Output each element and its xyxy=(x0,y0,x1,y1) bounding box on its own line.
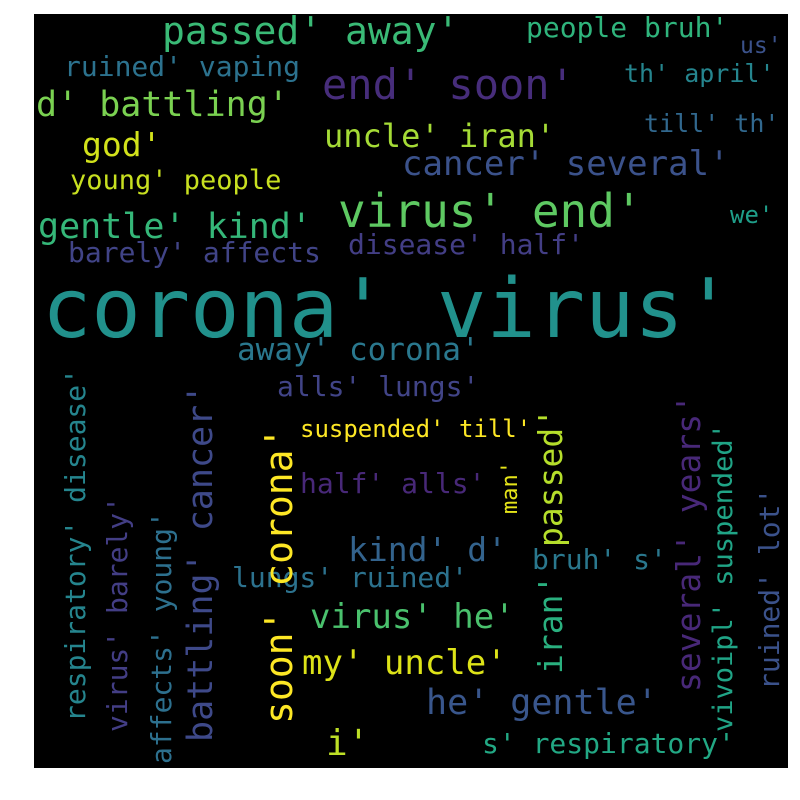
word-soon-corona: soon' corona' xyxy=(257,426,301,724)
word-end-soon: end' soon' xyxy=(322,60,575,109)
word-d-battling: d' battling' xyxy=(36,85,289,125)
word-disease-half: disease' half' xyxy=(348,228,585,261)
word-battling-cancer: battling' cancer' xyxy=(181,383,221,742)
word-people-bruh: people bruh' xyxy=(526,14,729,44)
word-virus-he: virus' he' xyxy=(310,597,515,637)
word-th-april: th' april' xyxy=(624,59,775,88)
word-we: we' xyxy=(730,201,774,229)
word-several-years: several' years' xyxy=(669,393,708,692)
word-lungs-ruined: lungs' ruined' xyxy=(232,561,469,594)
word-virus-end: virus' end' xyxy=(338,184,643,238)
word-my-uncle: my' uncle' xyxy=(302,643,507,683)
word-bruh-s: bruh' s' xyxy=(532,543,667,576)
word-young-people: young' people xyxy=(70,165,282,196)
word-virus-barely: virus' barely' xyxy=(101,495,134,732)
word-respiratory-disease: respiratory' disease' xyxy=(59,367,92,722)
word-ruined-lot: ruined' lot' xyxy=(753,487,786,690)
word-cancer-several: cancer' several' xyxy=(402,144,730,184)
word-vivoipl-suspended: vivoipl' suspended' xyxy=(708,423,739,732)
word-affects-young: affects' young' xyxy=(145,511,178,764)
word-passed-away: passed' away' xyxy=(162,14,460,53)
word-suspended-till: suspended' till' xyxy=(300,415,532,443)
word-cloud-canvas: corona' virus' virus' end' end' soon' pa… xyxy=(34,14,788,768)
word-s-respiratory: s' respiratory' xyxy=(482,727,735,760)
word-us: us' xyxy=(740,33,782,59)
word-half-alls: half' alls' xyxy=(300,467,486,500)
word-ruined-vaping: ruined' vaping xyxy=(64,50,301,83)
word-uncle-iran: uncle' iran' xyxy=(324,117,556,155)
word-barely-affects: barely' affects xyxy=(68,236,321,269)
word-passed: passed' xyxy=(531,407,570,547)
word-iran: iran' xyxy=(531,574,570,674)
word-god: god' xyxy=(82,125,162,164)
word-he-gentle: he' gentle' xyxy=(426,683,658,723)
word-alls-lungs: alls' lungs' xyxy=(277,370,480,403)
word-till-th: till' th' xyxy=(644,109,780,138)
word-i: i' xyxy=(326,723,370,764)
word-kind-d: kind' d' xyxy=(348,530,507,569)
word-corona-virus: corona' virus' xyxy=(42,262,734,357)
word-away-corona: away' corona' xyxy=(237,332,480,368)
word-man: man' xyxy=(498,461,523,514)
word-gentle-kind: gentle' kind' xyxy=(38,207,312,247)
